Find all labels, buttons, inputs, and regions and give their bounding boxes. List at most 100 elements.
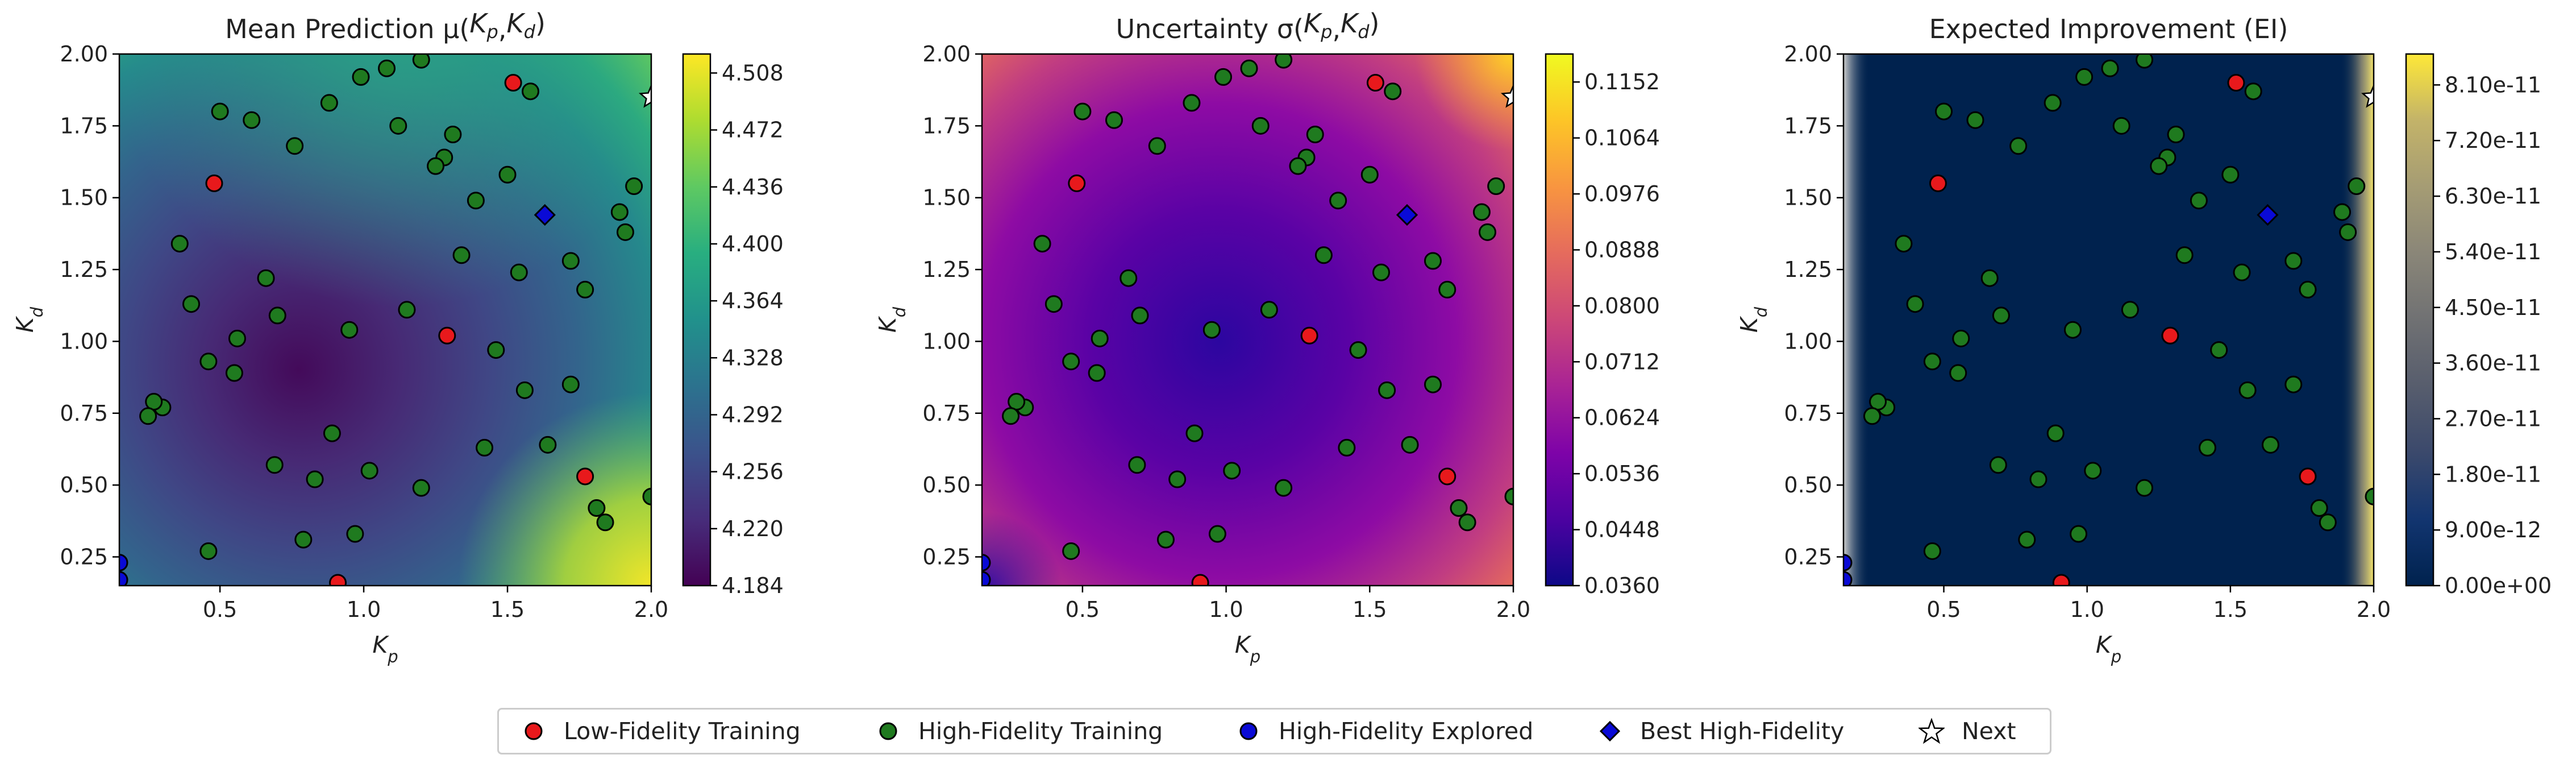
mean-axes-frame <box>118 53 652 587</box>
uncertainty-colorbar-tick-label: 0.0888 <box>1584 237 1660 262</box>
mean-high-fidelity-point <box>199 353 218 371</box>
uncertainty-high-fidelity-point <box>1062 353 1080 371</box>
uncertainty-high-fidelity-point <box>1275 479 1293 497</box>
ei-high-fidelity-point <box>2009 137 2028 155</box>
uncertainty-x-tick-label: 2.0 <box>1496 597 1530 622</box>
uncertainty-high-fidelity-point <box>1073 102 1092 121</box>
legend-label-best-hf: Best High-Fidelity <box>1640 718 1845 745</box>
ei-colorbar-tick-label: 0.00e+00 <box>2445 573 2552 598</box>
mean-low-fidelity-point <box>205 174 223 192</box>
mean-high-fidelity-point <box>427 157 445 175</box>
mean-high-fidelity-point <box>561 252 580 270</box>
mean-low-fidelity-point <box>504 74 522 92</box>
mean-high-fidelity-point <box>588 499 606 517</box>
mean-y-tick-label: 1.25 <box>60 257 108 282</box>
uncertainty-high-fidelity-point <box>1260 301 1278 319</box>
ei-high-fidelity-point <box>1923 353 1941 371</box>
colorbar-mean <box>682 53 711 587</box>
uncertainty-y-tick-label: 1.25 <box>922 257 971 282</box>
legend-label-low-fidelity: Low-Fidelity Training <box>564 718 801 745</box>
legend-item-high-fidelity: High-Fidelity Training <box>874 710 1163 753</box>
ei-high-fidelity-point <box>2284 252 2303 270</box>
ei-low-fidelity-point <box>2161 326 2179 345</box>
uncertainty-high-fidelity-point <box>1424 252 1442 270</box>
mean-y-tick-label: 0.50 <box>60 472 108 497</box>
uncertainty-y-tick-label: 0.75 <box>922 401 971 426</box>
mean-high-fidelity-point <box>139 407 157 425</box>
ei-low-fidelity-point <box>1929 174 1947 192</box>
mean-high-fidelity-point <box>320 94 338 112</box>
ei-high-fidelity-point <box>2348 177 2366 195</box>
ei-high-fidelity-point <box>2029 470 2048 488</box>
uncertainty-high-fidelity-point <box>1120 269 1138 287</box>
uncertainty-colorbar-tick-label: 0.1152 <box>1584 69 1660 94</box>
mean-high-fidelity-point <box>306 470 324 488</box>
legend-circle-green-icon <box>879 722 897 740</box>
uncertainty-high-fidelity-point <box>1329 192 1347 210</box>
uncertainty-axes-frame <box>981 53 1514 587</box>
uncertainty-high-fidelity-point <box>1183 94 1201 112</box>
mean-high-fidelity-point <box>265 456 284 474</box>
mean-colorbar-tick-label: 4.256 <box>722 459 784 484</box>
mean-high-fidelity-point <box>346 525 364 543</box>
ei-high-fidelity-point <box>2070 525 2088 543</box>
mean-y-tick-label: 1.75 <box>60 113 108 138</box>
mean-high-fidelity-point <box>182 295 200 313</box>
ei-high-fidelity-point <box>1952 329 1970 347</box>
ei-high-fidelity-point <box>1980 269 1999 287</box>
mean-high-fidelity-point <box>378 59 396 77</box>
ei-high-fidelity-point <box>1935 102 1953 121</box>
mean-high-fidelity-point <box>510 263 528 281</box>
ei-high-fidelity-point <box>2299 280 2317 298</box>
uncertainty-high-fidelity-point <box>1289 157 1307 175</box>
uncertainty-y-tick-label: 1.75 <box>922 113 971 138</box>
mean-y-axis-label: Kd <box>11 306 47 333</box>
ei-colorbar-tick-label: 5.40e-11 <box>2445 239 2541 264</box>
mean-high-fidelity-point <box>412 54 430 69</box>
ei-high-fidelity-point <box>2198 438 2216 457</box>
mean-high-fidelity-point <box>642 487 651 505</box>
panel-ei-overlay: 0.5 1.0 1.5 2.0 0.25 0.50 0.75 1.00 1.25 1.50 1.75… <box>1736 14 2552 666</box>
mean-high-fidelity-point <box>596 513 614 532</box>
uncertainty-y-tick-label: 0.50 <box>922 472 971 497</box>
mean-colorbar-tick-label: 4.472 <box>722 118 784 143</box>
mean-high-fidelity-point <box>610 203 629 221</box>
legend-item-best-hf: Best High-Fidelity <box>1596 710 1844 753</box>
mean-high-fidelity-point <box>476 438 494 457</box>
colorbar-uncertainty <box>1545 53 1574 587</box>
uncertainty-high-fidelity-point <box>1401 436 1419 454</box>
mean-x-tick-label: 1.5 <box>490 597 525 622</box>
ei-colorbar-tick-label: 1.80e-11 <box>2445 462 2541 487</box>
ei-field-left <box>1843 54 1872 586</box>
ei-high-fidelity-point <box>2210 341 2228 359</box>
ei-high-fidelity-point <box>1949 364 1967 382</box>
uncertainty-low-fidelity-point <box>1300 326 1318 345</box>
uncertainty-field-left <box>982 54 1513 586</box>
mean-low-fidelity-point <box>329 574 347 586</box>
ei-high-fidelity-point <box>2238 381 2257 399</box>
uncertainty-high-fidelity-point <box>1002 407 1020 425</box>
ei-high-fidelity-point <box>2150 157 2168 175</box>
uncertainty-high-fidelity-point <box>1349 341 1367 359</box>
mean-high-fidelity-point <box>452 246 471 264</box>
uncertainty-high-fidelity-point <box>1105 111 1123 129</box>
panel-uncertainty-overlay: 0.5 1.0 1.5 2.0 0.25 0.50 0.75 1.00 1.25 1.50 1.75… <box>874 8 1660 666</box>
uncertainty-high-fidelity-point <box>1148 137 1166 155</box>
uncertainty-y-axis-label: Kd <box>874 306 909 333</box>
mean-high-fidelity-point <box>467 192 485 210</box>
legend-diamond-blue-icon <box>1599 720 1621 742</box>
ei-colorbar-tick-label: 2.70e-11 <box>2445 406 2541 431</box>
ei-high-fidelity-point <box>2175 246 2194 264</box>
ei-low-fidelity-point <box>2052 574 2070 586</box>
uncertainty-high-fidelity-point <box>1275 54 1293 69</box>
uncertainty-low-fidelity-point <box>1366 74 1384 92</box>
ei-field-right <box>2337 54 2374 586</box>
panel-ei-heatmap <box>1843 54 2374 586</box>
mean-high-fidelity-point <box>576 280 594 298</box>
ei-high-fidelity-point <box>1906 295 1924 313</box>
uncertainty-colorbar-tick-label: 0.0360 <box>1584 573 1660 598</box>
uncertainty-next-point <box>1500 84 1513 108</box>
mean-chart-title: Mean Prediction μ(Kp,Kd) <box>225 8 546 44</box>
ei-y-tick-label: 0.75 <box>1784 401 1832 426</box>
mean-hf-explored-point <box>119 554 128 572</box>
